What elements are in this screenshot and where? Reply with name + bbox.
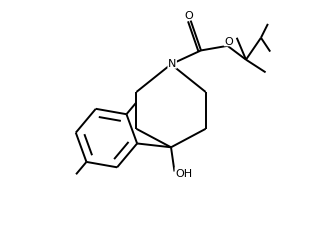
Text: N: N (168, 59, 176, 69)
Text: O: O (224, 36, 233, 46)
Text: OH: OH (175, 168, 192, 178)
Text: O: O (184, 11, 193, 21)
